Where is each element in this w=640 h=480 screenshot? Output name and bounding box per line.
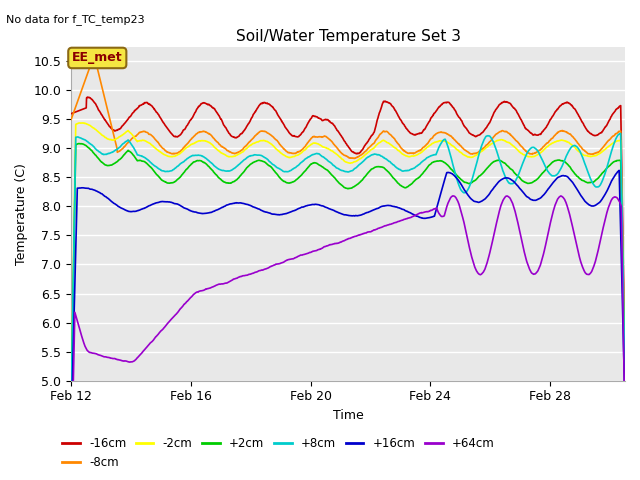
Text: No data for f_TC_temp23: No data for f_TC_temp23 — [6, 14, 145, 25]
Title: Soil/Water Temperature Set 3: Soil/Water Temperature Set 3 — [236, 29, 461, 44]
Legend: -16cm, -8cm, -2cm, +2cm, +8cm, +16cm, +64cm: -16cm, -8cm, -2cm, +2cm, +8cm, +16cm, +6… — [57, 433, 500, 474]
X-axis label: Time: Time — [333, 409, 364, 422]
Y-axis label: Temperature (C): Temperature (C) — [15, 163, 28, 264]
Text: EE_met: EE_met — [72, 51, 123, 64]
